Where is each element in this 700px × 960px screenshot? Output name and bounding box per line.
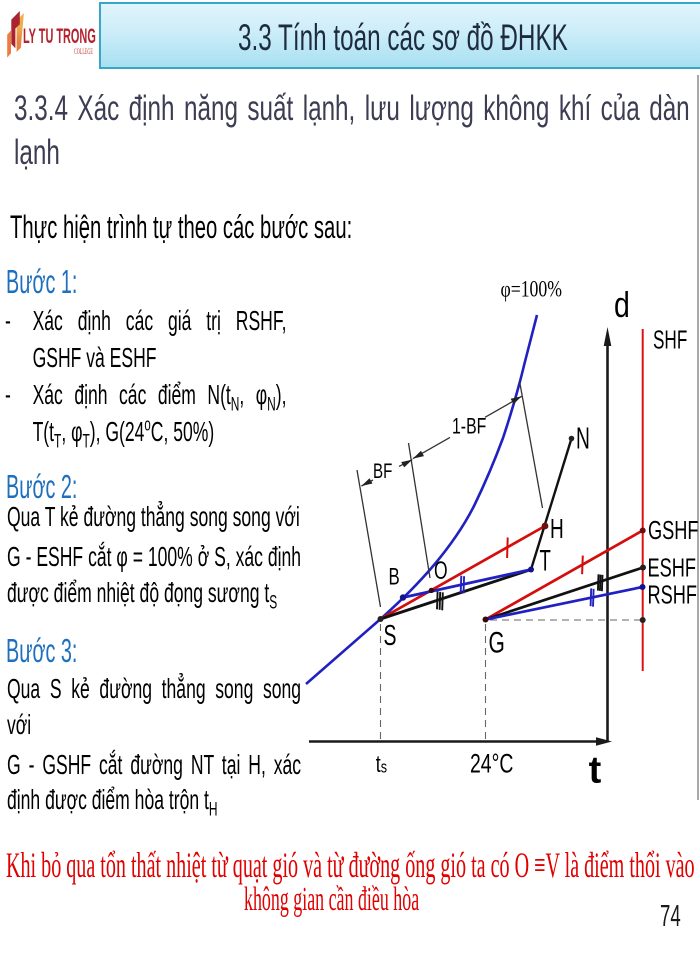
svg-text:BF: BF bbox=[373, 458, 392, 482]
svg-text:24°C: 24°C bbox=[470, 748, 513, 778]
svg-text:H: H bbox=[550, 513, 564, 545]
svg-text:t: t bbox=[589, 749, 602, 791]
svg-text:S: S bbox=[384, 620, 397, 652]
svg-text:ts: ts bbox=[376, 752, 387, 778]
svg-text:d: d bbox=[614, 285, 630, 325]
svg-text:SHF: SHF bbox=[653, 325, 687, 355]
svg-text:N: N bbox=[576, 422, 590, 456]
svg-text:T: T bbox=[540, 544, 551, 578]
svg-text:G: G bbox=[489, 627, 505, 659]
svg-text:GSHF: GSHF bbox=[648, 516, 699, 545]
svg-text:B: B bbox=[389, 564, 400, 591]
svg-text:1-BF: 1-BF bbox=[452, 415, 486, 439]
svg-text:ESHF: ESHF bbox=[648, 553, 697, 582]
svg-text:O: O bbox=[434, 556, 448, 585]
svg-text:RSHF: RSHF bbox=[648, 580, 698, 609]
svg-text:φ=100%: φ=100% bbox=[501, 277, 563, 302]
